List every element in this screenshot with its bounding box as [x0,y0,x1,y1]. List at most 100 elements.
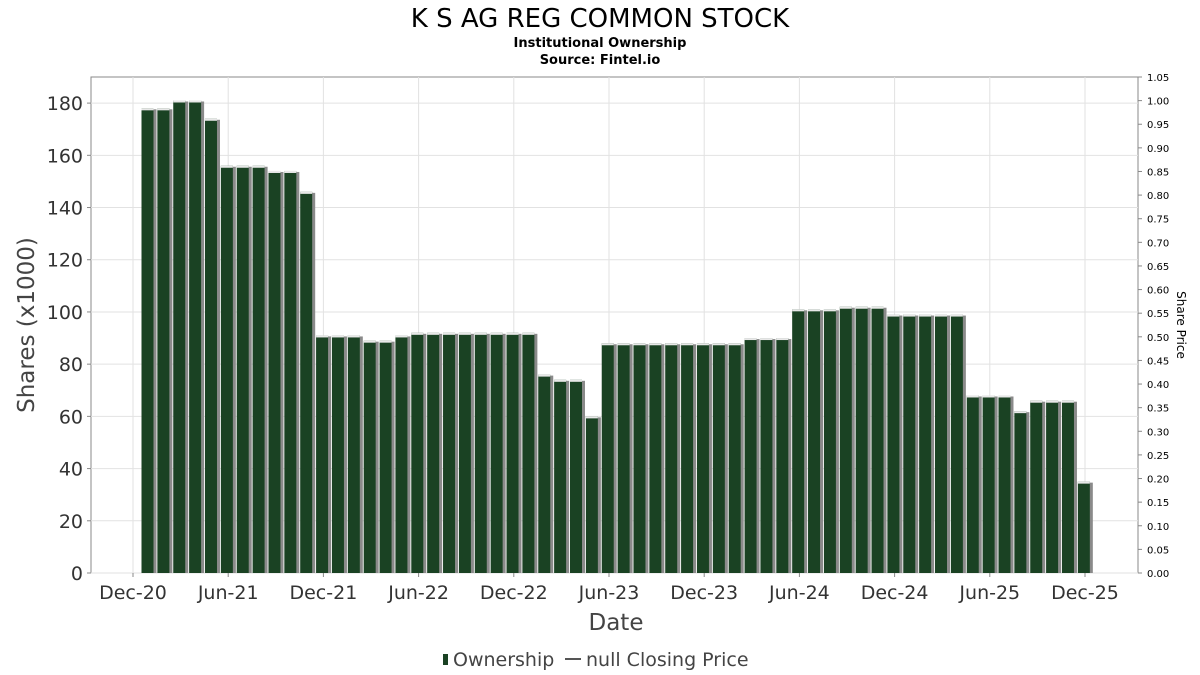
bar-top-highlight [522,332,535,335]
ownership-bar [919,314,932,573]
bar-top-highlight [316,335,329,338]
bar-top-highlight [363,340,376,343]
ownership-bar [141,108,154,573]
y2-tick-label: 0.20 [1147,475,1169,486]
ownership-bar [347,335,360,573]
ownership-bar [427,332,440,573]
y2-tick-label: 0.40 [1147,380,1169,391]
y2-tick-label: 1.00 [1147,97,1169,108]
y2-axis-title: Share Price [1174,291,1188,359]
bar-top-highlight [569,379,582,382]
bar-top-highlight [649,343,662,346]
y-tick-label: 120 [47,250,83,272]
ownership-bar [823,309,836,573]
chart-title: K S AG REG COMMON STOCK [411,4,790,34]
bar-top-highlight [744,338,757,341]
y2-tick-label: 0.85 [1147,167,1169,178]
bar-top-highlight [268,170,281,173]
y-tick-label: 160 [47,145,83,167]
ownership-bar [887,314,900,573]
y2-tick-label: 0.65 [1147,262,1169,273]
legend-price-label: null Closing Price [586,649,749,671]
y2-tick-label: 0.30 [1147,427,1169,438]
ownership-bar [649,343,662,573]
y2-tick-label: 0.25 [1147,451,1169,462]
bar-top-highlight [141,108,154,111]
ownership-bar [696,343,709,573]
y-axis-right-ticks: 0.00 0.05 0.10 0.15 0.20 0.25 0.30 0.35 0.40 0.45… [1138,73,1169,580]
bar-top-highlight [601,343,614,346]
ownership-bar [157,108,170,573]
ownership-bars [141,100,1093,574]
bar-top-highlight [982,395,995,398]
bar-top-highlight [712,343,725,346]
y2-tick-label: 0.50 [1147,333,1169,344]
bar-top-highlight [903,314,916,317]
bar-top-highlight [538,374,551,377]
ownership-bar [252,165,265,574]
ownership-bar [236,165,249,574]
x-tick-label: Dec-21 [289,582,357,604]
bar-top-highlight [1046,400,1059,403]
legend-ownership-swatch [443,654,448,665]
ownership-bar [1030,400,1043,573]
ownership-bar [601,343,614,573]
y2-tick-label: 0.00 [1147,569,1169,580]
x-axis-title: Date [589,610,644,636]
x-tick-label: Jun-22 [387,582,449,604]
ownership-bar [189,100,202,573]
bar-top-highlight [1030,400,1043,403]
bar-top-highlight [173,100,186,103]
y2-tick-label: 0.05 [1147,545,1169,556]
y2-tick-label: 0.15 [1147,498,1169,509]
bar-top-highlight [411,332,424,335]
y-tick-label: 60 [59,406,83,428]
y-tick-label: 0 [71,563,83,585]
bar-top-highlight [617,343,630,346]
ownership-bar [982,395,995,573]
bar-top-highlight [728,343,741,346]
ownership-bar [395,335,408,573]
bar-top-highlight [331,335,344,338]
y-axis-title: Shares (x1000) [14,237,40,413]
ownership-bar [220,165,233,574]
bar-top-highlight [157,108,170,111]
bar-top-highlight [189,100,202,103]
ownership-bar [808,309,821,573]
ownership-bar [839,306,852,573]
ownership-bar [792,309,805,573]
ownership-bar [411,332,424,573]
ownership-bar [268,170,281,573]
x-tick-label: Dec-22 [480,582,548,604]
ownership-bar [204,118,217,573]
bar-top-highlight [236,165,249,168]
y2-tick-label: 1.05 [1147,73,1169,84]
ownership-bar [506,332,519,573]
bar-top-highlight [554,379,567,382]
ownership-bar [300,191,313,573]
y-axis-left-ticks: 0 20 40 60 80 100 120 140 160 180 [47,93,91,585]
y2-tick-label: 0.55 [1147,309,1169,320]
bar-top-highlight [792,309,805,312]
ownership-bar [1046,400,1059,573]
ownership-bar [490,332,503,573]
ownership-bar [950,314,963,573]
y-tick-label: 180 [47,93,83,115]
ownership-bar [855,306,868,573]
y-tick-label: 100 [47,302,83,324]
bar-top-highlight [379,340,392,343]
x-tick-label: Dec-23 [670,582,738,604]
ownership-bar [363,340,376,573]
bar-top-highlight [427,332,440,335]
ownership-bar [871,306,884,573]
ownership-bar [331,335,344,573]
bar-top-highlight [300,191,313,194]
bar-top-highlight [998,395,1011,398]
bar-top-highlight [839,306,852,309]
bar-top-highlight [855,306,868,309]
y2-tick-label: 0.80 [1147,191,1169,202]
ownership-bar [760,338,773,573]
bar-top-highlight [823,309,836,312]
chart-subtitle: Institutional Ownership [514,36,687,51]
bar-top-highlight [935,314,947,317]
